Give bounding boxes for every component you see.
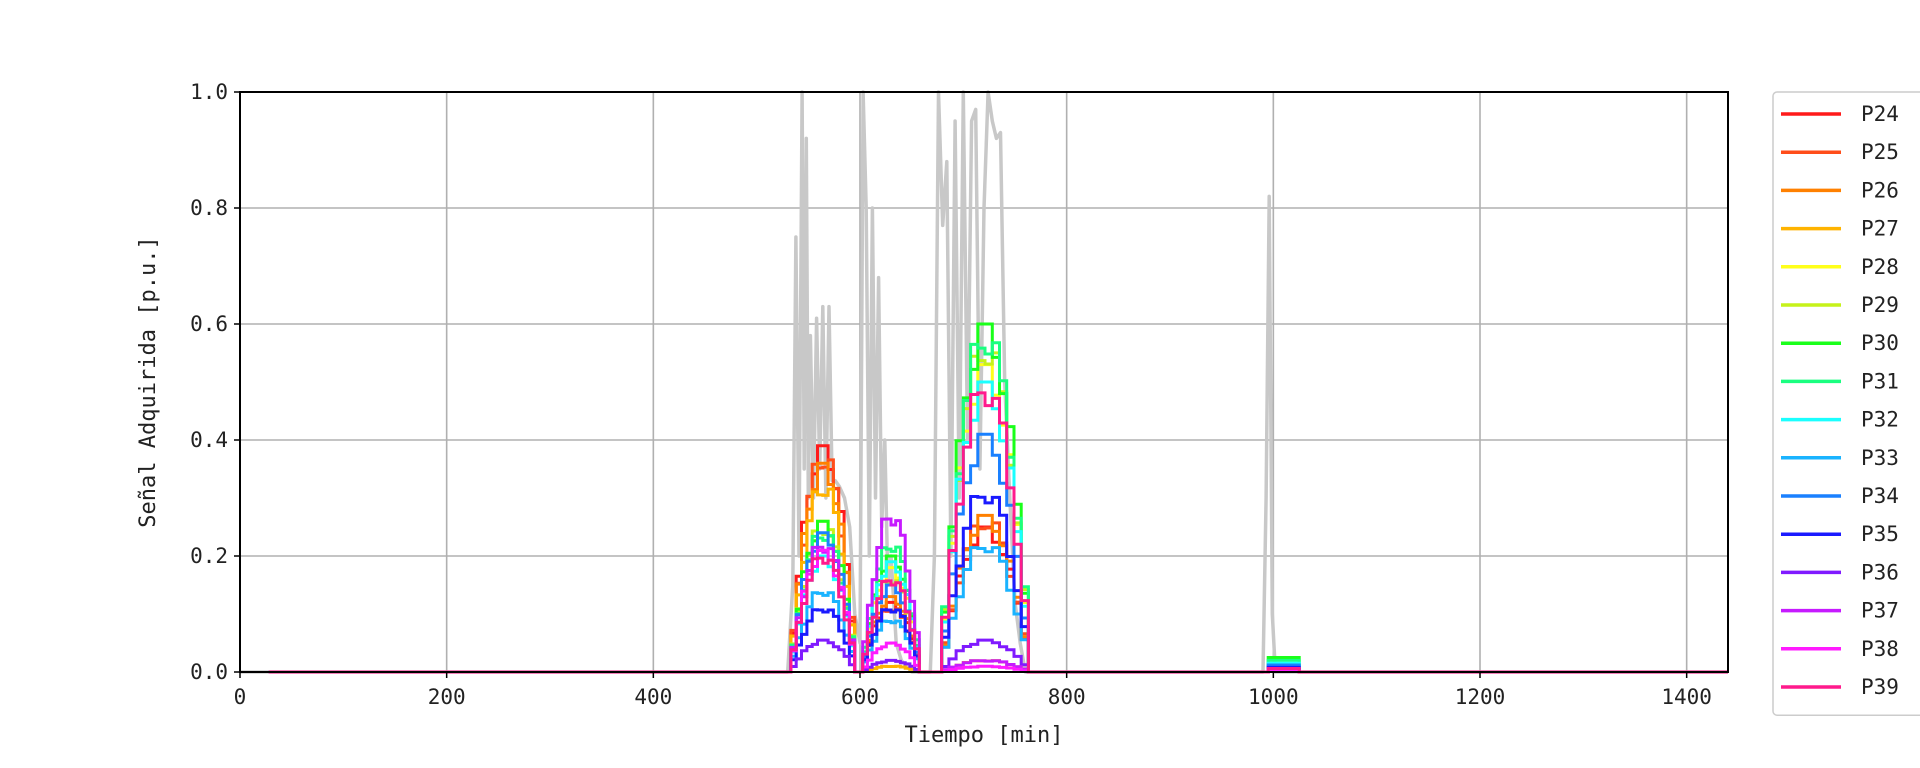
- series-line-p35: [268, 495, 1728, 674]
- y-tick-label: 0.2: [190, 544, 228, 568]
- x-tick-label: 1400: [1661, 685, 1712, 709]
- series-line-p34: [268, 432, 1728, 674]
- y-axis-label: Señal Adquirida [p.u.]: [136, 236, 161, 527]
- legend-label: P39: [1861, 675, 1899, 699]
- legend-label: P26: [1861, 178, 1899, 202]
- series-line-p26: [268, 461, 1728, 674]
- y-tick-label: 0.4: [190, 428, 228, 452]
- y-tick-label: 1.0: [190, 80, 228, 104]
- x-tick-label: 200: [428, 685, 466, 709]
- x-tick-label: 0: [234, 685, 247, 709]
- x-axis-label: Tiempo [min]: [905, 723, 1064, 748]
- legend: P24 P25 P26 P27 P28 P29 P30 P31 P32 P33 P34 P35 P36 P…: [1772, 91, 1920, 716]
- legend-label: P35: [1861, 522, 1899, 546]
- x-tick-label: 1000: [1248, 685, 1299, 709]
- series-line-p36: [268, 638, 1728, 674]
- background-series-line: [240, 90, 1728, 674]
- x-tick-label: 800: [1048, 685, 1086, 709]
- legend-label: P37: [1861, 599, 1899, 623]
- legend-label: P31: [1861, 369, 1899, 393]
- x-ticks: 0 200 400 600 800 1000 1200 1400: [234, 672, 1712, 709]
- series-line-p32: [268, 380, 1728, 674]
- y-tick-label: 0.0: [190, 660, 228, 684]
- legend-label: P36: [1861, 560, 1899, 584]
- legend-label: P33: [1861, 446, 1899, 470]
- legend-label: P24: [1861, 102, 1899, 126]
- y-tick-label: 0.8: [190, 196, 228, 220]
- background-series: [240, 90, 1728, 674]
- x-tick-label: 1200: [1455, 685, 1506, 709]
- plot-frame: [239, 91, 1729, 673]
- y-ticks: 0.0 0.2 0.4 0.6 0.8 1.0: [190, 80, 240, 684]
- legend-label: P29: [1861, 293, 1899, 317]
- legend-label: P32: [1861, 408, 1899, 432]
- legend-label: P34: [1861, 484, 1899, 508]
- legend-label: P25: [1861, 140, 1899, 164]
- series-line-p33: [268, 546, 1728, 674]
- legend-label: P28: [1861, 255, 1899, 279]
- series-line-p39: [268, 391, 1728, 674]
- series-line-p38: [268, 548, 1728, 674]
- y-tick-label: 0.6: [190, 312, 228, 336]
- legend-box: [1772, 91, 1920, 716]
- legend-label: P27: [1861, 217, 1899, 241]
- x-tick-label: 600: [841, 685, 879, 709]
- legend-label: P38: [1861, 637, 1899, 661]
- x-tick-label: 400: [634, 685, 672, 709]
- legend-label: P30: [1861, 331, 1899, 355]
- series-line-p31: [268, 341, 1728, 674]
- series-group: [268, 322, 1728, 674]
